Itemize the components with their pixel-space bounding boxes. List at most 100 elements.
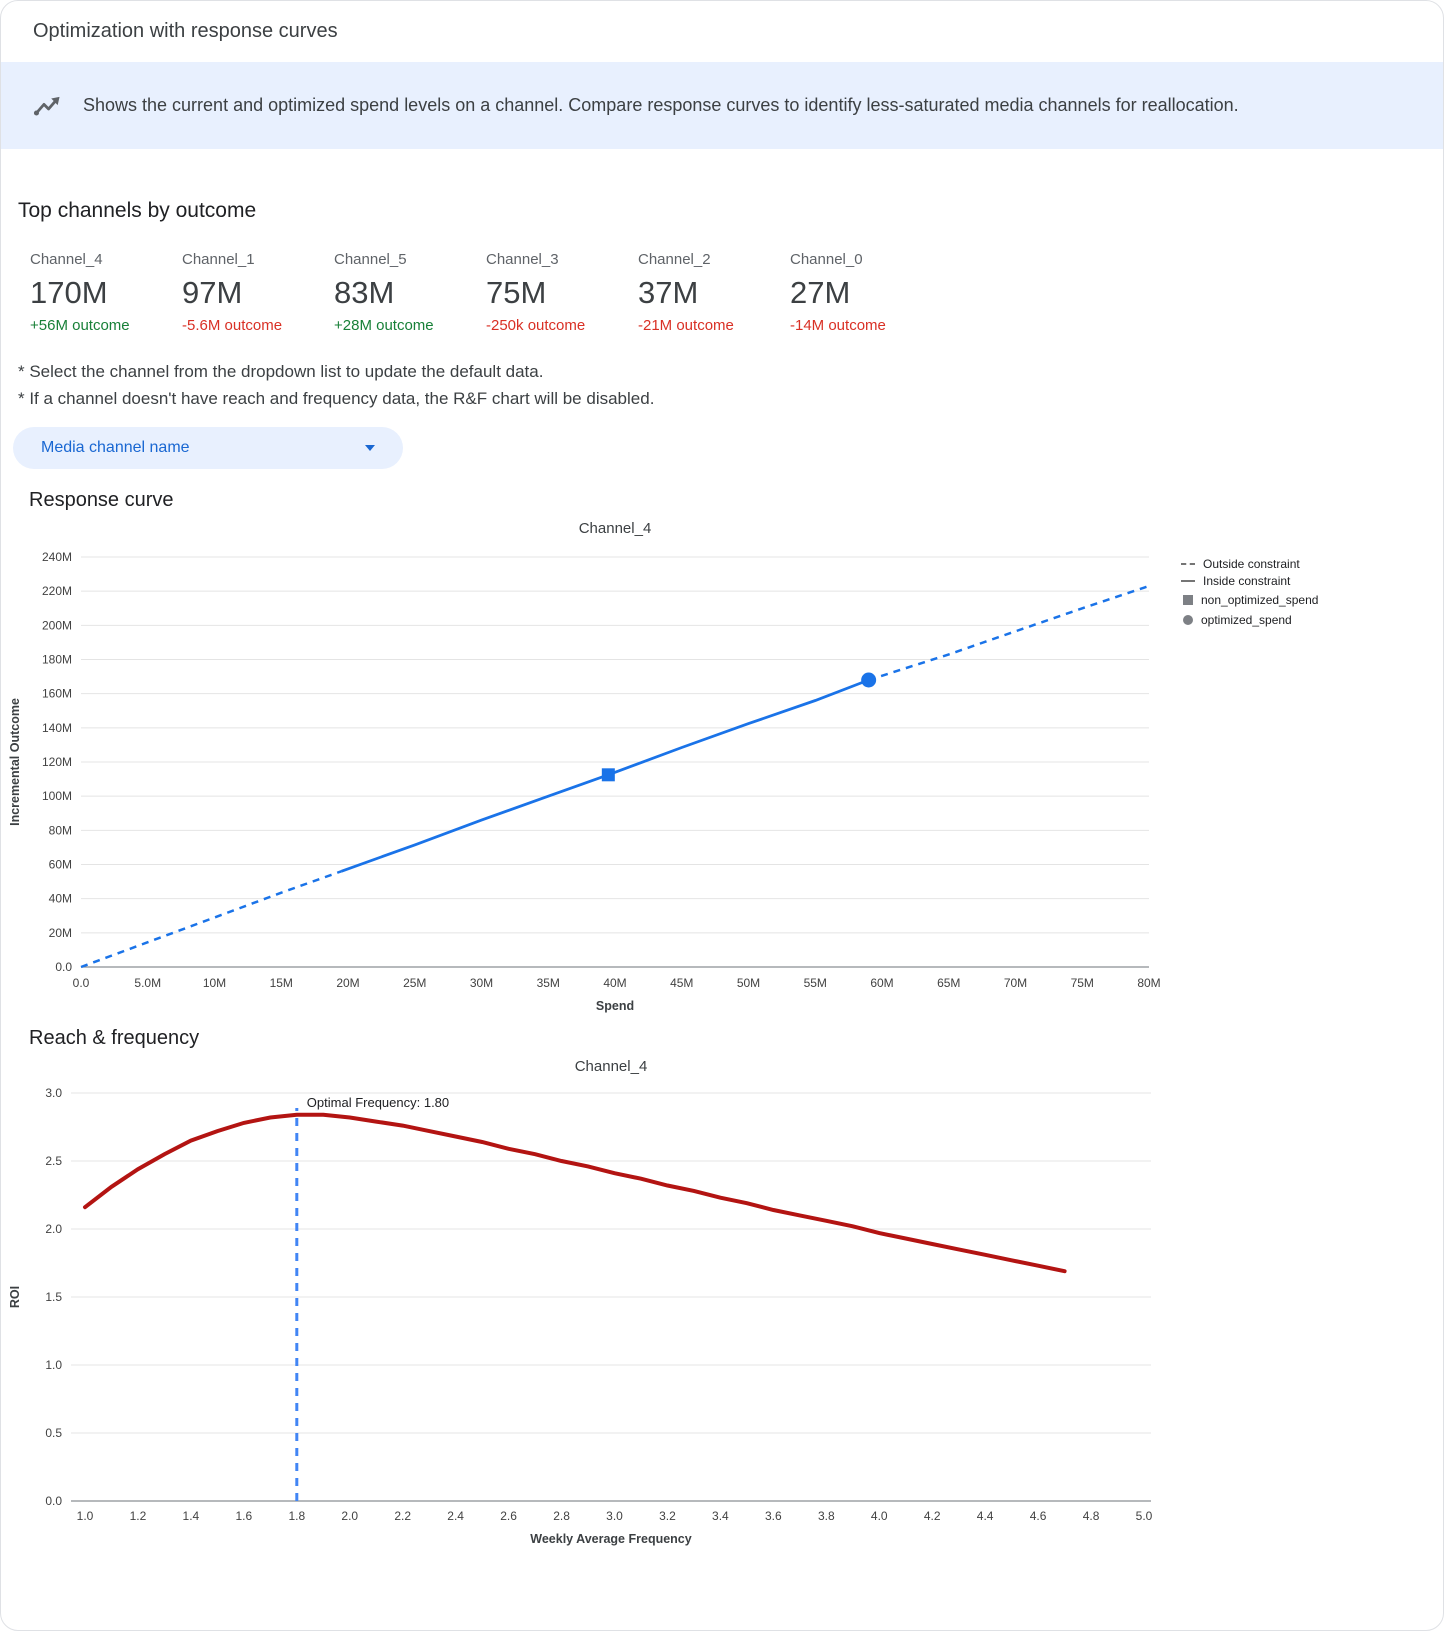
- footnotes: * Select the channel from the dropdown l…: [18, 360, 1443, 411]
- svg-text:40M: 40M: [603, 976, 626, 990]
- legend-label: non_optimized_spend: [1201, 592, 1319, 607]
- svg-text:80M: 80M: [1137, 976, 1160, 990]
- svg-text:55M: 55M: [804, 976, 827, 990]
- svg-text:240M: 240M: [42, 550, 72, 564]
- svg-text:4.4: 4.4: [977, 1509, 994, 1523]
- svg-text:180M: 180M: [42, 652, 72, 666]
- svg-text:5.0M: 5.0M: [134, 976, 161, 990]
- svg-text:1.5: 1.5: [45, 1290, 62, 1304]
- chart-legend: Outside constraint Inside constraint non…: [1181, 556, 1431, 630]
- chart-title: Channel_4: [574, 1057, 648, 1075]
- reach-frequency-chart: 0.0 0.5 1.0 1.5 2.0 2.5 3.0 1.0 1.2 1.4 1.6 1.8 2.0 2…: [8, 1086, 1153, 1546]
- svg-text:200M: 200M: [42, 618, 72, 632]
- channel-outcome-delta: -5.6M outcome: [182, 317, 283, 334]
- legend-item: Inside constraint: [1181, 573, 1431, 590]
- channel-card: Channel_4 170M +56M outcome: [30, 251, 182, 334]
- svg-text:3.0: 3.0: [606, 1509, 623, 1523]
- svg-text:10M: 10M: [203, 976, 226, 990]
- channel-outcome-delta: +56M outcome: [30, 317, 130, 334]
- reach-frequency-chart-block: Channel_4 0.0 0.5 1.0 1.5 2.0 2.5 3.0 1.0 1.2 1.4…: [1, 1058, 1443, 1549]
- channel-outcome-value: 83M: [334, 275, 395, 310]
- banner-text: Shows the current and optimized spend le…: [83, 95, 1239, 115]
- svg-text:1.0: 1.0: [77, 1509, 94, 1523]
- dropdown-selected-label: Media channel name: [41, 438, 190, 456]
- svg-text:1.6: 1.6: [236, 1509, 253, 1523]
- svg-text:100M: 100M: [42, 789, 72, 803]
- svg-text:0.5: 0.5: [45, 1426, 62, 1440]
- svg-text:Optimal Frequency: 1.80: Optimal Frequency: 1.80: [307, 1095, 449, 1110]
- svg-text:15M: 15M: [270, 976, 293, 990]
- trend-arrow-icon: [33, 93, 63, 118]
- legend-item: Outside constraint: [1181, 556, 1431, 573]
- svg-text:2.2: 2.2: [394, 1509, 411, 1523]
- svg-text:4.2: 4.2: [924, 1509, 941, 1523]
- channel-outcome-value: 170M: [30, 275, 108, 310]
- svg-text:2.0: 2.0: [341, 1509, 358, 1523]
- channel-outcome-value: 37M: [638, 275, 699, 310]
- response-curve-chart-block: Channel_4 0.0 20M 40M 60M 80M 100M 120M 140M 160…: [1, 520, 1443, 1013]
- svg-text:ROI: ROI: [8, 1285, 22, 1307]
- channel-outcome-delta: -21M outcome: [638, 317, 734, 334]
- report-header: Optimization with response curves: [1, 1, 1443, 62]
- svg-text:20M: 20M: [49, 925, 72, 939]
- svg-text:2.5: 2.5: [45, 1154, 62, 1168]
- dashed-line-icon: [1181, 563, 1195, 566]
- svg-text:3.6: 3.6: [765, 1509, 782, 1523]
- svg-text:45M: 45M: [670, 976, 693, 990]
- svg-text:50M: 50M: [737, 976, 760, 990]
- channel-card: Channel_1 97M -5.6M outcome: [182, 251, 334, 334]
- channel-outcome-value: 27M: [790, 275, 851, 310]
- svg-text:30M: 30M: [470, 976, 493, 990]
- svg-text:4.8: 4.8: [1083, 1509, 1100, 1523]
- channel-card: Channel_0 27M -14M outcome: [790, 251, 942, 334]
- svg-text:Incremental Outcome: Incremental Outcome: [8, 698, 22, 826]
- svg-text:4.0: 4.0: [871, 1509, 888, 1523]
- svg-text:1.2: 1.2: [130, 1509, 147, 1523]
- channel-outcome-delta: -14M outcome: [790, 317, 886, 334]
- svg-text:1.0: 1.0: [45, 1358, 62, 1372]
- svg-text:0.0: 0.0: [73, 976, 90, 990]
- svg-text:Spend: Spend: [596, 999, 634, 1013]
- legend-label: Inside constraint: [1203, 574, 1291, 589]
- channel-outcome-value: 75M: [486, 275, 547, 310]
- svg-text:65M: 65M: [937, 976, 960, 990]
- channel-name: Channel_3: [486, 251, 559, 268]
- channel-name: Channel_2: [638, 251, 711, 268]
- svg-text:3.0: 3.0: [45, 1086, 62, 1100]
- legend-label: Outside constraint: [1203, 557, 1300, 572]
- channel-cards-row: Channel_4 170M +56M outcome Channel_1 97…: [30, 251, 1443, 334]
- response-curve-chart: 0.0 20M 40M 60M 80M 100M 120M 140M 160M 180M 200M 2…: [8, 550, 1161, 1013]
- solid-line-icon: [1181, 580, 1195, 583]
- media-channel-dropdown[interactable]: Media channel name: [13, 426, 403, 469]
- legend-label: optimized_spend: [1201, 612, 1292, 627]
- svg-text:35M: 35M: [537, 976, 560, 990]
- svg-text:4.6: 4.6: [1030, 1509, 1047, 1523]
- svg-text:3.4: 3.4: [712, 1509, 729, 1523]
- svg-text:60M: 60M: [870, 976, 893, 990]
- svg-text:1.4: 1.4: [183, 1509, 200, 1523]
- channel-card: Channel_2 37M -21M outcome: [638, 251, 790, 334]
- svg-text:0.0: 0.0: [55, 960, 72, 974]
- channel-card: Channel_5 83M +28M outcome: [334, 251, 486, 334]
- svg-text:2.4: 2.4: [447, 1509, 464, 1523]
- report-content: Top channels by outcome Channel_4 170M +…: [1, 199, 1443, 1549]
- svg-text:3.8: 3.8: [818, 1509, 835, 1523]
- channel-outcome-delta: -250k outcome: [486, 317, 586, 334]
- channel-name: Channel_5: [334, 251, 407, 268]
- svg-text:80M: 80M: [49, 823, 72, 837]
- channel-card: Channel_3 75M -250k outcome: [486, 251, 638, 334]
- svg-text:220M: 220M: [42, 584, 72, 598]
- svg-text:0.0: 0.0: [45, 1494, 62, 1508]
- svg-text:5.0: 5.0: [1136, 1509, 1153, 1523]
- svg-text:70M: 70M: [1004, 976, 1027, 990]
- reach-frequency-heading: Reach & frequency: [29, 1026, 200, 1049]
- circle-marker-icon: [1183, 614, 1193, 625]
- channel-name: Channel_0: [790, 251, 863, 268]
- svg-text:2.6: 2.6: [500, 1509, 517, 1523]
- channel-name: Channel_1: [182, 251, 255, 268]
- svg-text:25M: 25M: [403, 976, 426, 990]
- svg-text:40M: 40M: [49, 891, 72, 905]
- dropdown-arrow-icon: [365, 444, 375, 451]
- svg-text:20M: 20M: [336, 976, 359, 990]
- svg-text:120M: 120M: [42, 755, 72, 769]
